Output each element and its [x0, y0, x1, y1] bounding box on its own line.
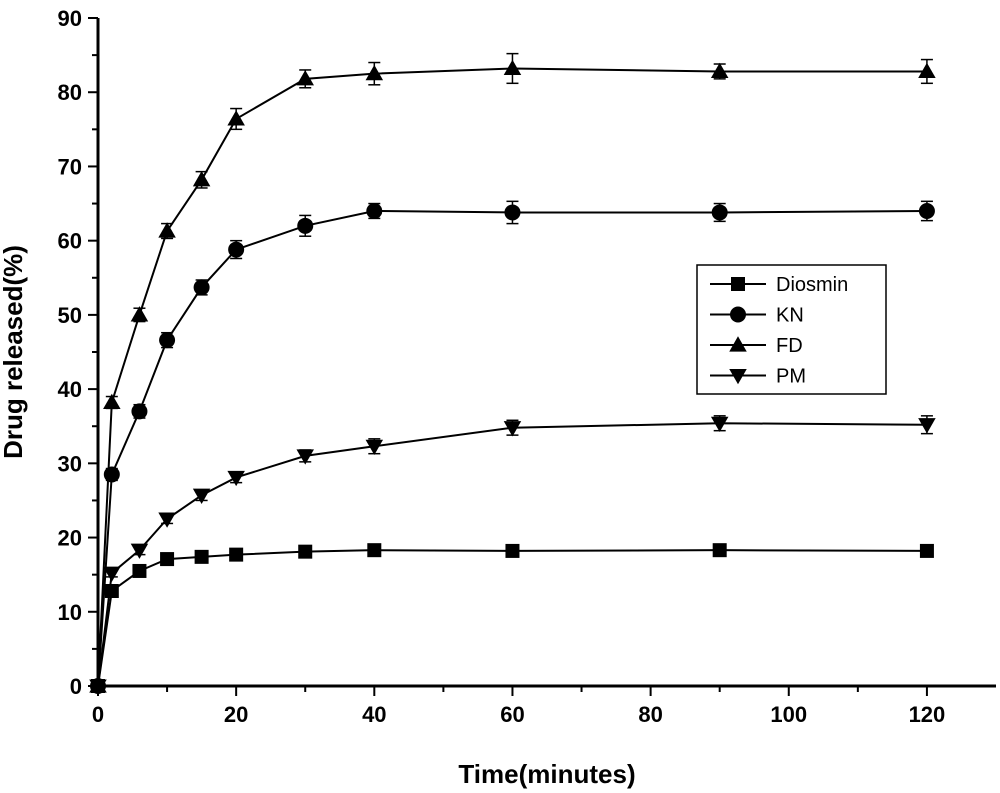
y-axis-title: Drug released(%) — [0, 245, 28, 459]
y-tick-label: 0 — [70, 674, 82, 699]
y-tick-label: 40 — [58, 377, 82, 402]
data-point-fd — [103, 393, 121, 410]
y-tick-label: 60 — [58, 229, 82, 254]
data-point-pm — [89, 679, 107, 695]
y-tick-label: 50 — [58, 303, 82, 328]
legend-marker-diosmin — [731, 277, 745, 291]
x-tick-label: 20 — [224, 702, 248, 727]
data-point-diosmin — [505, 543, 520, 558]
data-point-fd — [918, 62, 936, 79]
data-point-diosmin — [160, 552, 175, 567]
data-point-diosmin — [298, 544, 313, 559]
legend-item-fd: FD — [710, 335, 803, 357]
series-line-diosmin — [97, 549, 927, 687]
data-point-fd — [130, 306, 149, 322]
series-lines — [89, 52, 936, 695]
data-point-fd — [227, 110, 245, 126]
data-point-kn — [297, 217, 314, 234]
data-point-fd — [365, 64, 384, 81]
data-point-pm — [158, 512, 176, 528]
data-point-pm — [192, 488, 211, 504]
data-point-diosmin — [104, 583, 119, 598]
data-point-pm — [130, 543, 149, 559]
x-tick-label: 60 — [500, 702, 524, 727]
y-tick-label: 20 — [58, 526, 82, 551]
data-point-pm — [227, 470, 245, 487]
legend-marker-kn — [730, 306, 746, 323]
data-point-fd — [158, 222, 176, 238]
legend-label-diosmin: Diosmin — [776, 274, 848, 296]
x-tick-label: 40 — [362, 702, 386, 727]
data-point-diosmin — [194, 549, 209, 564]
data-point-kn — [159, 332, 176, 349]
data-point-fd — [296, 70, 314, 86]
legend-label-fd: FD — [776, 335, 803, 357]
legend: Diosmin KN FD PM — [696, 264, 887, 395]
tick-marks: 0 20 40 60 80 100 120 0 10 20 30 40 50 60 70 80 90 — [58, 6, 946, 727]
legend-item-kn: KN — [710, 305, 804, 327]
data-point-diosmin — [229, 547, 244, 562]
series-diosmin — [91, 543, 934, 693]
y-tick-label: 30 — [58, 451, 82, 476]
x-axis-title: Time(minutes) — [458, 759, 635, 789]
data-point-pm — [918, 418, 936, 434]
data-point-fd — [192, 171, 211, 187]
data-point-diosmin — [712, 543, 727, 558]
data-point-pm — [710, 416, 729, 433]
data-point-fd — [503, 59, 522, 76]
x-tick-label: 100 — [770, 702, 807, 727]
x-tick-label: 80 — [638, 702, 662, 727]
data-point-kn — [918, 202, 935, 219]
y-tick-label: 80 — [58, 80, 82, 105]
y-tick-label: 70 — [58, 154, 82, 179]
y-tick-label: 90 — [58, 6, 82, 31]
y-tick-label: 10 — [58, 600, 82, 625]
data-point-pm — [365, 439, 384, 456]
data-point-kn — [366, 202, 383, 219]
data-point-pm — [103, 566, 121, 582]
x-tick-label: 120 — [909, 702, 946, 727]
data-point-kn — [504, 204, 521, 221]
data-point-kn — [193, 279, 210, 296]
legend-label-kn: KN — [776, 305, 804, 327]
legend-box — [696, 264, 887, 395]
legend-label-pm: PM — [776, 366, 806, 388]
data-point-pm — [503, 421, 522, 437]
data-point-kn — [131, 403, 148, 420]
data-point-kn — [711, 204, 728, 221]
data-point-diosmin — [132, 563, 147, 578]
data-point-diosmin — [367, 543, 382, 558]
legend-marker-fd — [729, 336, 747, 352]
legend-item-pm: PM — [710, 366, 806, 388]
data-point-fd — [710, 62, 729, 79]
data-point-diosmin — [919, 543, 934, 558]
series-pm — [89, 415, 936, 695]
data-point-pm — [296, 449, 314, 465]
legend-marker-pm — [729, 368, 747, 385]
legend-item-diosmin: Diosmin — [710, 274, 848, 296]
x-tick-label: 0 — [92, 702, 104, 727]
data-point-kn — [228, 241, 245, 258]
data-point-kn — [103, 466, 120, 483]
